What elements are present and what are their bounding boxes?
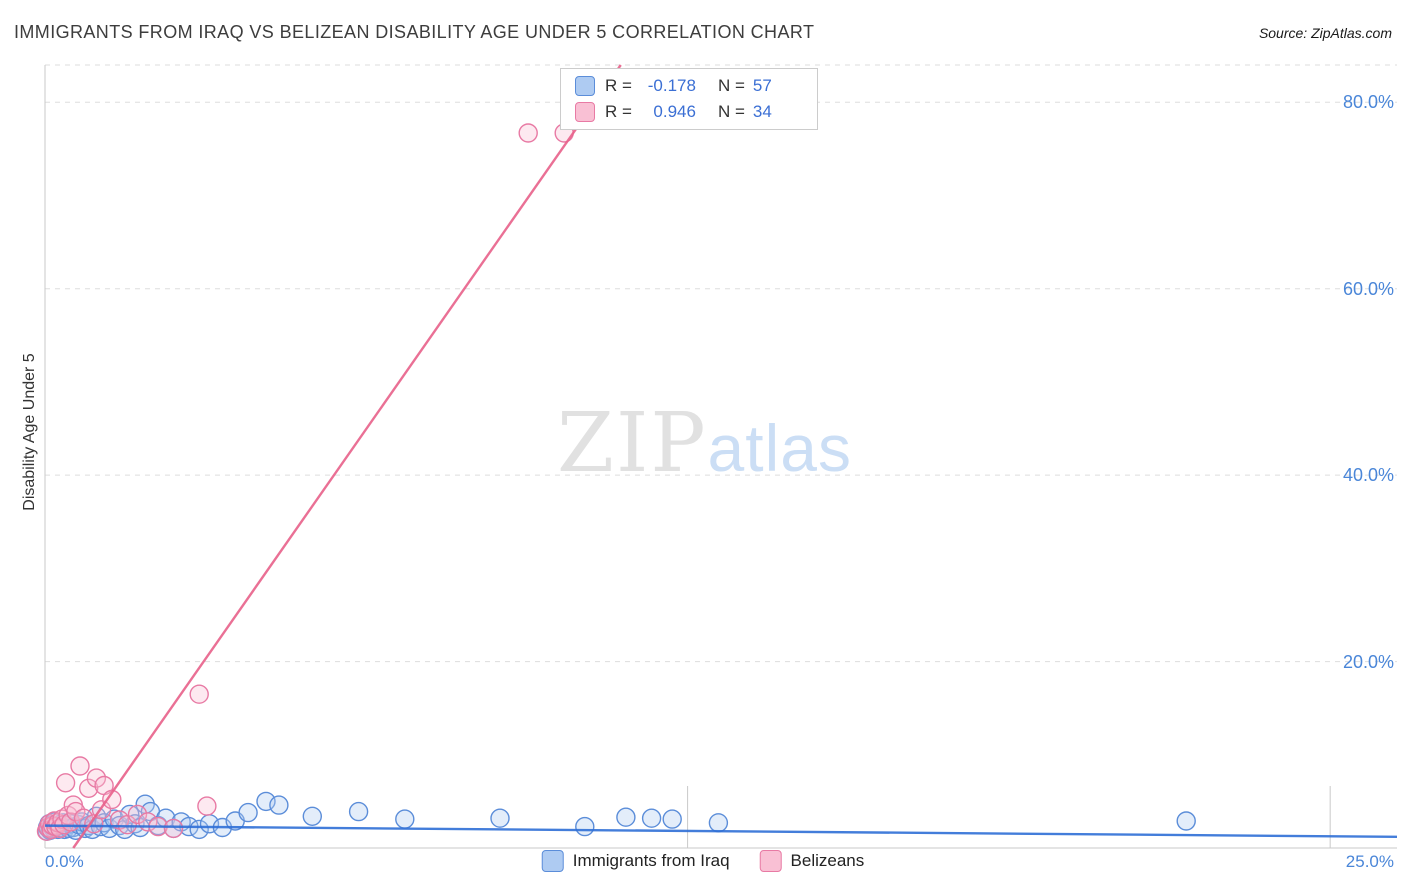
n-value: 57 — [752, 76, 772, 96]
chart-title: IMMIGRANTS FROM IRAQ VS BELIZEAN DISABIL… — [14, 22, 815, 42]
data-point-iraq — [269, 795, 289, 815]
y-tick-label-80: 80.0% — [1342, 92, 1394, 112]
r-label: R = — [605, 76, 632, 96]
y-axis-label: Disability Age Under 5 — [21, 353, 38, 511]
source-attribution: Source: ZipAtlas.com — [1258, 25, 1392, 41]
data-point-iraq — [575, 816, 595, 837]
y-tick-label-40: 40.0% — [1342, 465, 1394, 485]
data-point-belizeans — [55, 773, 76, 793]
legend-item-iraq: Immigrants from Iraq — [541, 850, 730, 872]
data-point-iraq — [490, 808, 510, 828]
data-point-belizeans — [197, 796, 217, 816]
data-point-belizeans — [102, 789, 122, 810]
y-tick-label-60: 60.0% — [1342, 279, 1394, 299]
data-point-iraq — [238, 802, 258, 823]
x-max-label: 25.0% — [1345, 852, 1394, 871]
belizeans-series-swatch-icon — [575, 101, 595, 122]
data-point-iraq — [348, 801, 369, 822]
data-point-belizeans — [78, 778, 99, 798]
stats-row-belizeans: R = 0.946 N = 34 — [575, 101, 817, 122]
data-point-belizeans — [127, 804, 148, 825]
data-point-iraq — [302, 806, 322, 826]
n-label: N = — [717, 101, 745, 121]
data-point-iraq — [1176, 811, 1196, 831]
data-point-iraq — [662, 809, 682, 829]
data-point-iraq — [641, 808, 662, 828]
data-point-belizeans — [70, 756, 90, 776]
legend-item-belizeans: Belizeans — [759, 850, 865, 872]
legend-label-belizeans: Belizeans — [790, 851, 865, 870]
watermark: ZIP atlas — [557, 396, 852, 491]
data-point-belizeans — [73, 808, 94, 828]
stats-legend: R = -0.178 N = 57 R = 0.946 N = 34 — [560, 68, 818, 130]
data-point-belizeans — [189, 684, 209, 704]
y-tick-label-20: 20.0% — [1342, 652, 1394, 672]
iraq-series-swatch-icon — [575, 76, 595, 97]
watermark-zip-text: ZIP — [557, 396, 708, 491]
r-label: R = — [605, 101, 632, 121]
r-value: -0.178 — [647, 76, 696, 96]
watermark-atlas-text: atlas — [707, 411, 852, 485]
trend-line-iraq — [44, 824, 1398, 839]
data-point-iraq — [708, 813, 729, 833]
n-label: N = — [717, 76, 745, 96]
trend-line-belizeans — [72, 64, 622, 849]
stats-row-iraq: R = -0.178 N = 57 — [575, 76, 817, 97]
legend-label-iraq: Immigrants from Iraq — [572, 851, 730, 870]
data-point-iraq — [395, 809, 415, 829]
data-point-belizeans — [518, 123, 538, 143]
data-point-belizeans — [66, 801, 86, 822]
r-value: 0.946 — [653, 101, 696, 121]
data-point-belizeans — [117, 815, 138, 835]
data-point-iraq — [616, 807, 636, 827]
chart-legend: Immigrants from Iraq Belizeans — [541, 850, 865, 872]
data-point-belizeans — [86, 768, 107, 788]
n-value: 34 — [752, 101, 772, 121]
iraq-legend-swatch-icon — [541, 850, 564, 872]
data-point-belizeans — [163, 818, 184, 839]
data-point-iraq — [189, 819, 209, 840]
belizeans-legend-swatch-icon — [759, 850, 782, 872]
x-min-label: 0.0% — [45, 852, 84, 871]
